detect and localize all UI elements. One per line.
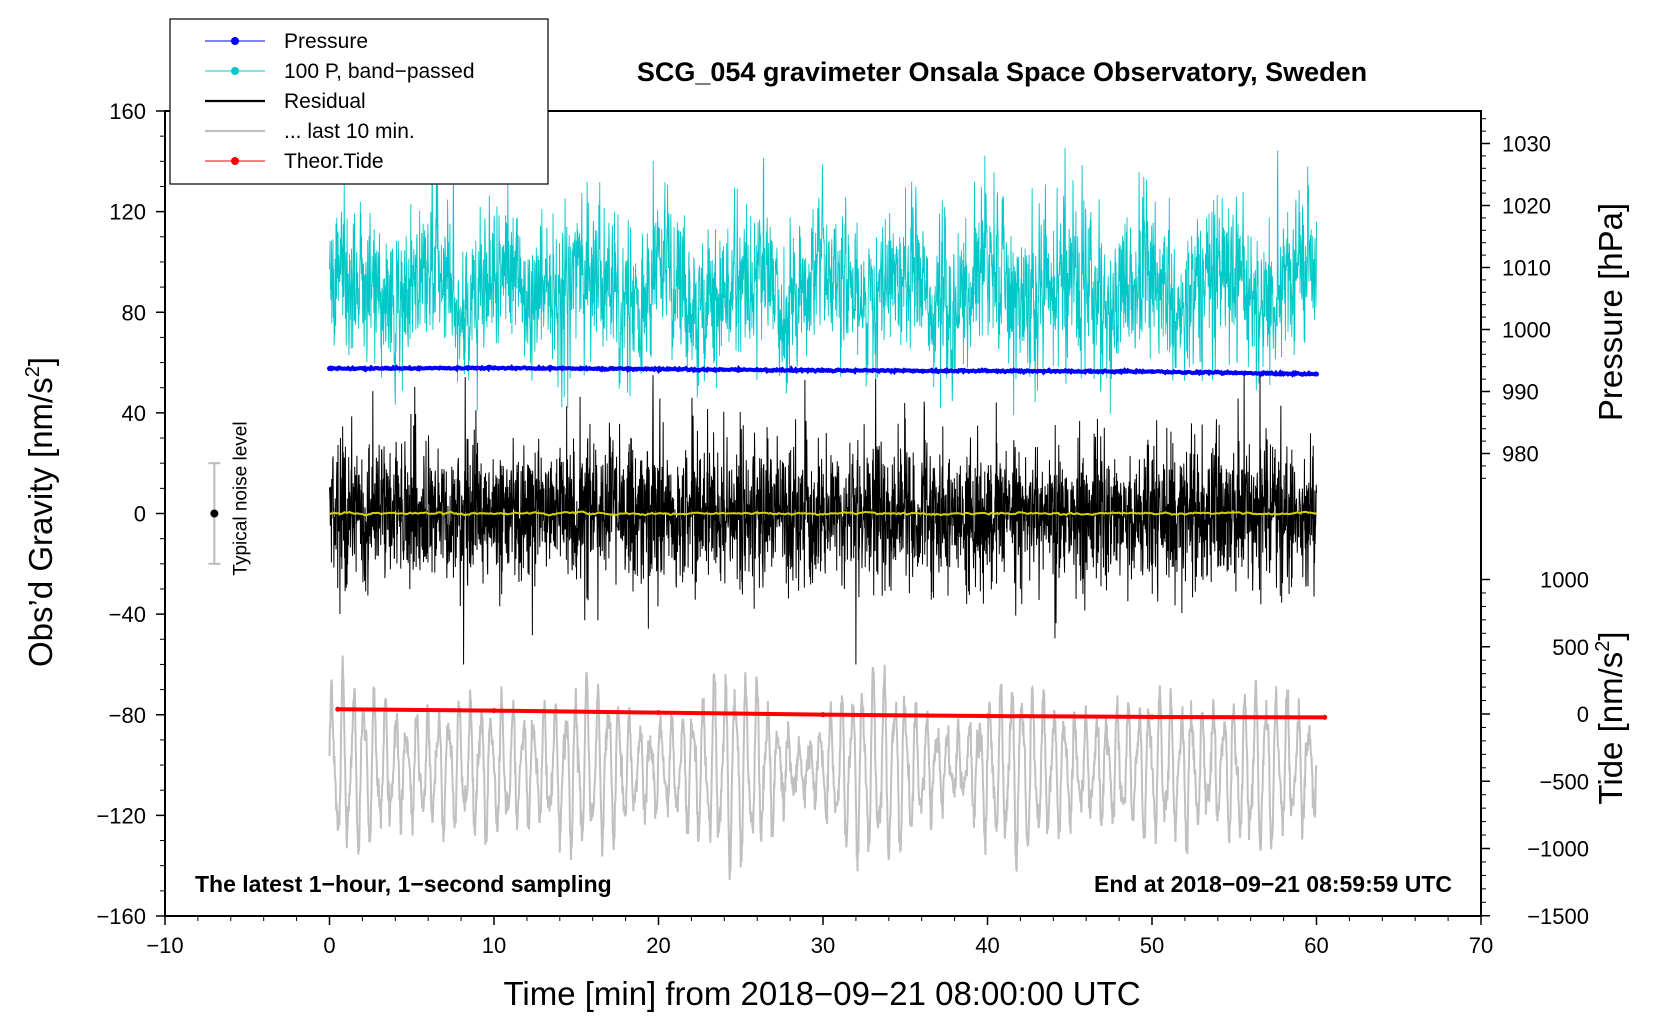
y-axis-title-tide-close: ]: [1592, 631, 1629, 640]
tide-point: [1149, 714, 1155, 720]
legend-marker-band-passed: [231, 67, 239, 75]
annotation-right: End at 2018−09−21 08:59:59 UTC: [1094, 871, 1452, 897]
legend-item-band-passed: 100 P, band−passed: [205, 60, 475, 83]
y-pressure-tick-label: 990: [1502, 380, 1539, 405]
y-axis-title-tide: Tide [nm/s2]: [1592, 631, 1629, 804]
legend-marker-tide: [231, 157, 239, 165]
pressure-point: [1314, 371, 1319, 377]
pressure-point: [327, 366, 332, 372]
x-tick-label: 0: [323, 933, 335, 958]
tide-point: [985, 713, 990, 719]
x-tick-label: 20: [646, 933, 670, 958]
axis-ticks: −10 0 10 20 30 40 50 60 7016012080400−40−80−120−…: [96, 99, 1589, 958]
legend-label-residual: Residual: [284, 90, 366, 113]
pressure-point: [656, 366, 661, 372]
chart-title: SCG_054 gravimeter Onsala Space Observat…: [637, 57, 1367, 87]
series-pressure: [327, 364, 1319, 378]
y-pressure-tick-label: 1000: [1502, 318, 1551, 343]
y-left-tick-label: −160: [96, 904, 146, 929]
legend-marker-pressure: [231, 37, 239, 45]
tide-point: [491, 708, 497, 714]
pressure-point: [820, 367, 826, 373]
x-tick-label: 50: [1140, 933, 1164, 958]
legend-label-pressure: Pressure: [284, 30, 368, 53]
pressure-point: [1149, 369, 1155, 375]
series-band-passed-line: [329, 147, 1317, 416]
series-last-10-min-line: [328, 655, 1318, 881]
tide-point: [820, 712, 826, 718]
y-axis-title-left: Obs’d Gravity [nm/s2]: [22, 357, 59, 667]
series-residual-smoothed-line: [328, 510, 1317, 517]
y-tide-tick-label: −1000: [1527, 837, 1589, 862]
y-axis-title-left-sup: 2: [22, 366, 44, 377]
y-left-tick-label: 0: [134, 502, 146, 527]
y-left-tick-label: 80: [122, 300, 146, 325]
legend: Pressure 100 P, band−passed Residual ...…: [169, 18, 549, 185]
x-tick-label: 30: [811, 933, 835, 958]
y-tide-tick-label: −500: [1539, 769, 1589, 794]
x-tick-label: 60: [1304, 933, 1328, 958]
legend-item-pressure: Pressure: [205, 30, 368, 53]
legend-item-last-10-min: ... last 10 min.: [205, 120, 415, 143]
y-axis-title-pressure: Pressure [hPa]: [1592, 203, 1629, 421]
y-pressure-tick-label: 1010: [1502, 256, 1551, 281]
x-tick-label: 10: [482, 933, 506, 958]
y-tide-tick-label: 1000: [1540, 568, 1589, 593]
y-pressure-tick-label: 1020: [1502, 194, 1551, 219]
y-left-tick-label: −120: [96, 803, 146, 828]
pressure-point: [985, 368, 990, 374]
y-left-tick-label: −80: [109, 703, 146, 728]
y-pressure-tick-label: 980: [1502, 442, 1539, 467]
x-axis-title: Time [min] from 2018−09−21 08:00:00 UTC: [503, 975, 1140, 1012]
y-left-tick-label: 160: [109, 99, 146, 124]
tide-point: [656, 710, 661, 716]
y-tide-tick-label: −1500: [1527, 904, 1589, 929]
x-tick-label: 40: [975, 933, 999, 958]
legend-label-band-passed: 100 P, band−passed: [284, 60, 475, 83]
noise-indicator: [208, 462, 221, 565]
tide-point: [1322, 714, 1328, 720]
y-axis-title-tide-main: Tide [nm/s: [1592, 652, 1629, 805]
series-residual-smoothed: [328, 510, 1317, 517]
y-left-tick-label: −40: [109, 602, 146, 627]
series-theoretical-tide: [335, 706, 1328, 720]
y-axis-title-left-main: Obs’d Gravity [nm/s: [22, 377, 59, 667]
legend-label-last-10-min: ... last 10 min.: [284, 120, 415, 143]
y-tide-tick-label: 0: [1577, 702, 1589, 727]
x-tick-label: 70: [1469, 933, 1493, 958]
y-left-tick-label: 40: [122, 401, 146, 426]
annotation-left: The latest 1−hour, 1−second sampling: [195, 871, 612, 897]
y-axis-title-left-close: ]: [22, 357, 59, 366]
legend-item-tide: Theor.Tide: [205, 150, 384, 173]
noise-label: Typical noise level: [230, 421, 251, 575]
series-last-10-min: [328, 655, 1318, 881]
series-pressure-band-passed: [329, 147, 1317, 416]
y-left-tick-label: 120: [109, 200, 146, 225]
legend-item-residual: Residual: [205, 90, 366, 113]
pressure-point: [491, 365, 497, 371]
y-pressure-tick-label: 1030: [1502, 132, 1551, 157]
y-axis-title-tide-sup: 2: [1592, 641, 1614, 652]
noise-center-dot: [210, 509, 219, 518]
y-tide-tick-label: 500: [1552, 635, 1589, 660]
x-tick-label: −10: [146, 933, 183, 958]
legend-label-tide: Theor.Tide: [284, 150, 384, 173]
tide-point: [335, 706, 341, 712]
